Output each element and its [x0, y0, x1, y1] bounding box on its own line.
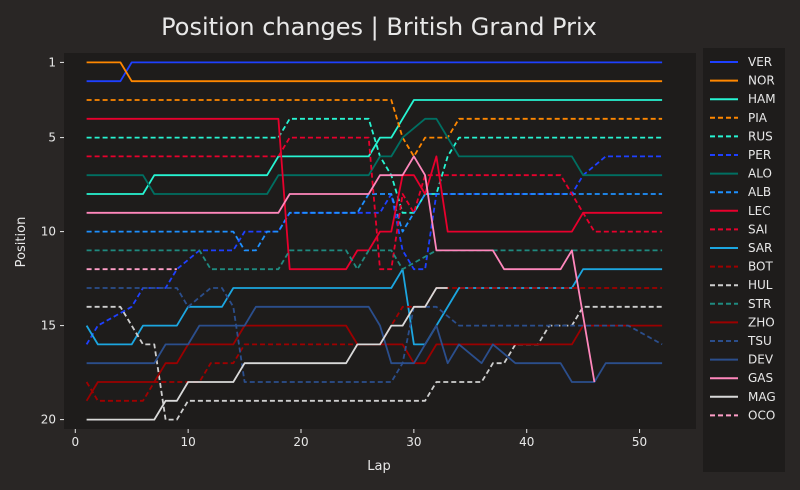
legend-label-alo: ALO	[748, 167, 772, 181]
legend-label-bot: BOT	[748, 260, 773, 274]
legend-label-per: PER	[748, 148, 771, 162]
legend-label-ham: HAM	[748, 92, 776, 106]
series-line-alo	[86, 117, 663, 195]
y-tick-label: 5	[48, 131, 56, 145]
x-tick-label: 50	[632, 435, 647, 449]
legend-label-dev: DEV	[748, 353, 774, 367]
legend-label-alb: ALB	[748, 185, 771, 199]
series-line-pia	[86, 99, 663, 158]
x-axis-label: Lap	[367, 459, 390, 474]
legend-label-sar: SAR	[748, 241, 772, 255]
legend-label-oco: OCO	[748, 408, 775, 422]
series-line-ham	[86, 99, 663, 195]
legend-label-mag: MAG	[748, 390, 776, 404]
x-tick-label: 0	[71, 435, 79, 449]
y-tick-label: 10	[41, 225, 56, 239]
series-line-dev	[86, 305, 663, 383]
series-line-sai	[86, 136, 663, 271]
series-line-mag	[86, 287, 448, 421]
series-line-gas	[86, 155, 596, 383]
x-tick-label: 30	[406, 435, 421, 449]
y-tick-label: 20	[41, 413, 56, 427]
legend-label-sai: SAI	[748, 222, 768, 236]
legend: VER NOR HAM PIA RUS PER ALO ALB LEC SAI SAR BOT HUL S…	[710, 55, 776, 422]
x-tick-label: 40	[519, 435, 534, 449]
legend-label-tsu: TSU	[747, 334, 772, 348]
series-lines	[85, 61, 663, 421]
series-line-zho	[85, 324, 663, 402]
plot-area	[64, 53, 696, 429]
series-line-rus	[86, 117, 663, 214]
y-axis-label: Position	[14, 217, 29, 268]
series-line-lec	[86, 117, 663, 271]
legend-label-hul: HUL	[748, 278, 773, 292]
legend-label-zho: ZHO	[748, 315, 775, 329]
legend-box	[703, 48, 785, 472]
legend-label-rus: RUS	[748, 129, 773, 143]
y-tick-label: 15	[41, 319, 56, 333]
legend-label-ver: VER	[748, 55, 772, 69]
x-axis: 0 10 20 30 40 50	[71, 429, 647, 449]
chart-title: Position changes | British Grand Prix	[161, 13, 597, 41]
legend-label-str: STR	[748, 297, 771, 311]
series-line-tsu	[86, 287, 663, 383]
x-tick-label: 10	[181, 435, 196, 449]
legend-label-nor: NOR	[748, 74, 775, 88]
series-line-alb	[86, 193, 663, 252]
series-line-nor	[86, 61, 663, 83]
x-tick-label: 20	[293, 435, 308, 449]
legend-label-gas: GAS	[748, 371, 773, 385]
legend-label-lec: LEC	[748, 204, 771, 218]
y-tick-label: 1	[48, 55, 56, 69]
legend-label-pia: PIA	[748, 111, 768, 125]
